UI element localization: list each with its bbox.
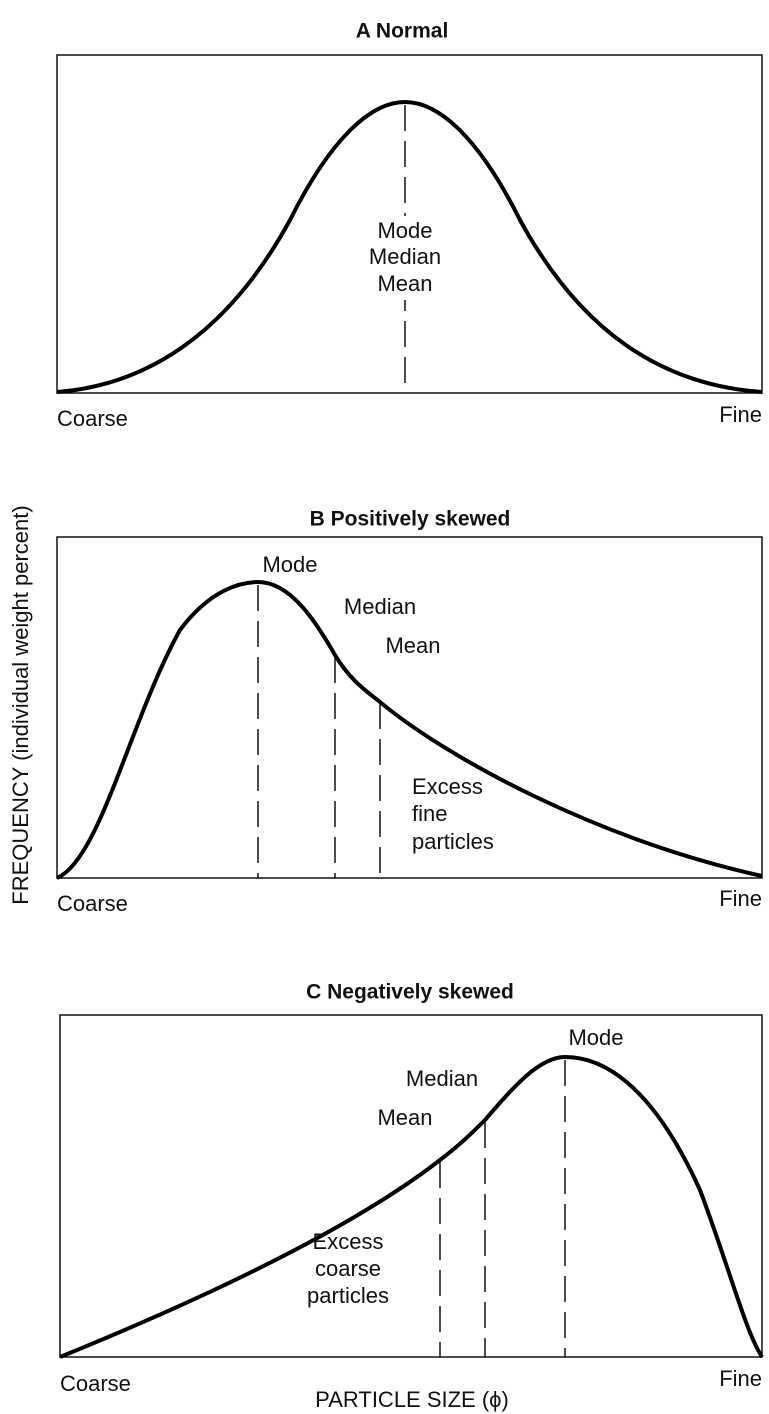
panel-frame	[59, 1014, 763, 1358]
panel-negative: C Negatively skewed Mode Median Mean Exc…	[59, 981, 764, 1396]
panel-title: C Negatively skewed	[306, 981, 514, 1004]
coarse-label: Coarse	[57, 406, 128, 431]
panel-title: B Positively skewed	[310, 508, 511, 531]
note-line: coarse	[315, 1256, 381, 1281]
panel-positive: B Positively skewed Mode Median Mean Exc…	[56, 508, 763, 916]
label-backdrop	[355, 216, 455, 300]
mean-label: Mean	[377, 271, 432, 296]
mode-label: Mode	[377, 218, 432, 243]
x-axis-label: PARTICLE SIZE (ϕ)	[315, 1387, 509, 1412]
mode-label: Mode	[568, 1025, 623, 1050]
mode-label: Mode	[262, 552, 317, 577]
panel-title: A Normal	[356, 20, 449, 43]
fine-label: Fine	[719, 1366, 762, 1391]
y-axis-label: FREQUENCY (individual weight percent)	[8, 505, 33, 904]
panel-normal: A Normal Mode Median Mean Coarse Fine	[56, 20, 763, 431]
median-label: Median	[344, 594, 416, 619]
note-line: Excess	[313, 1229, 384, 1254]
note-line: Excess	[412, 774, 483, 799]
curve	[56, 579, 763, 880]
note-line: particles	[412, 829, 494, 854]
mean-label: Mean	[385, 633, 440, 658]
panel-frame	[56, 536, 763, 879]
fine-label: Fine	[719, 886, 762, 911]
coarse-label: Coarse	[57, 891, 128, 916]
note-line: fine	[412, 801, 447, 826]
mean-label: Mean	[377, 1105, 432, 1130]
median-label: Median	[369, 244, 441, 269]
coarse-label: Coarse	[60, 1371, 131, 1396]
panel-frame	[56, 54, 763, 394]
note-line: particles	[307, 1283, 389, 1308]
curve	[59, 1054, 764, 1359]
fine-label: Fine	[719, 402, 762, 427]
median-label: Median	[406, 1066, 478, 1091]
curve	[56, 99, 763, 394]
